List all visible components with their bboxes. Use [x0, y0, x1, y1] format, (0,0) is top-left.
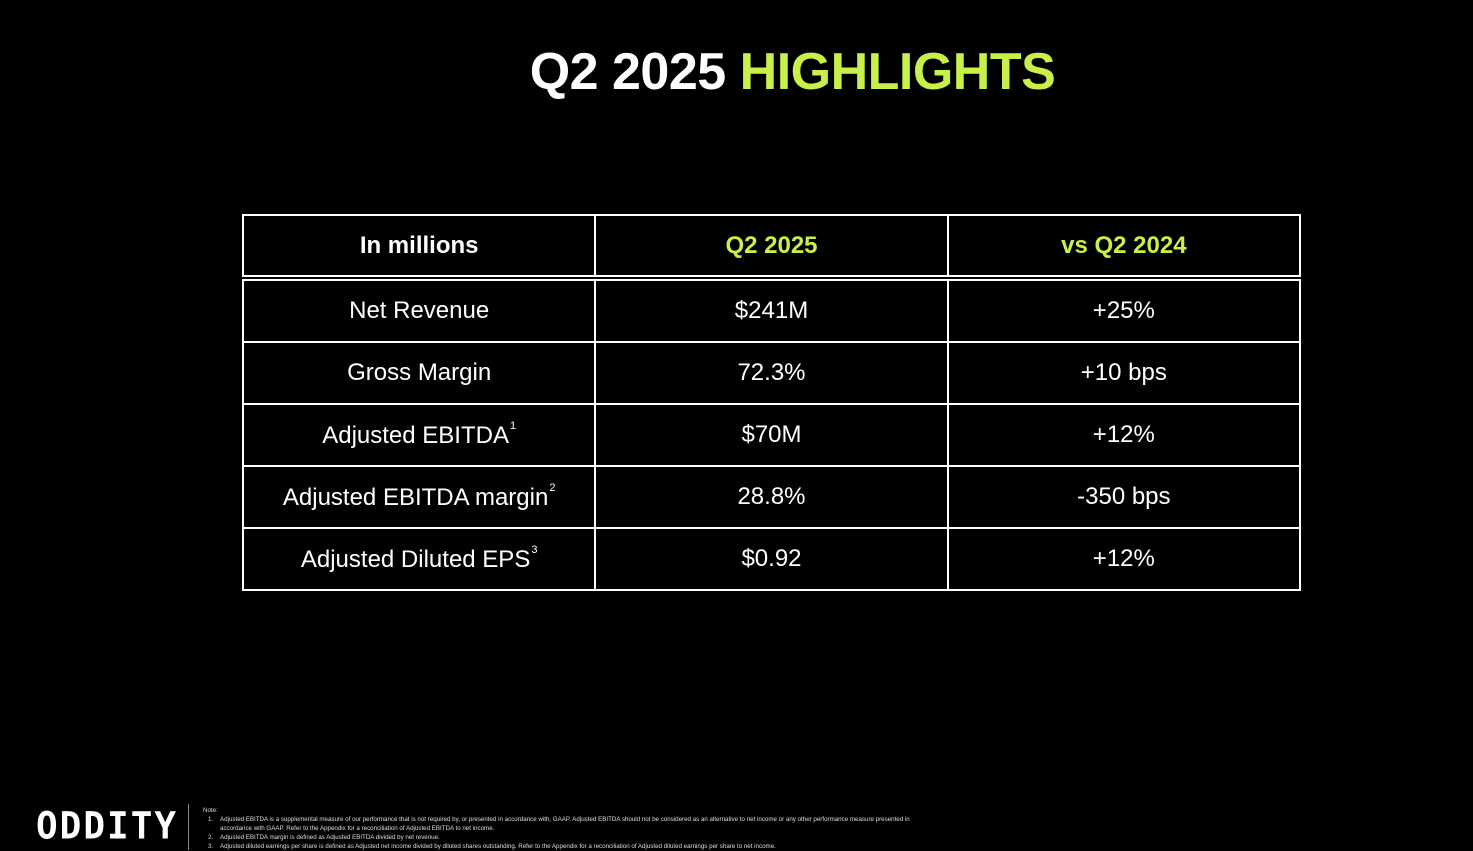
value-cell: $70M: [594, 403, 949, 467]
table-row: Adjusted EBITDA1 $70M +12%: [241, 403, 1302, 467]
table-row: Adjusted EBITDA margin2 28.8% -350 bps: [241, 465, 1302, 529]
footnote: 1. Adjusted EBITDA is a supplemental meas…: [203, 815, 933, 833]
footnote-marker: 3.: [208, 843, 214, 850]
change-cell: +12%: [946, 527, 1302, 591]
table-row: Net Revenue $241M +25%: [241, 277, 1302, 343]
footnote-marker: 2.: [208, 834, 214, 841]
footnote-text: Adjusted EBITDA margin is defined as Adj…: [220, 834, 440, 841]
footnotes: Note: 1. Adjusted EBITDA is a supplementa…: [203, 806, 933, 851]
row-label: Net Revenue: [349, 297, 490, 324]
footnote-marker: 1.: [208, 816, 214, 823]
row-label-cell: Net Revenue: [241, 277, 597, 343]
value-cell: 72.3%: [594, 341, 949, 405]
title-highlight: HIGHLIGHTS: [739, 43, 1056, 101]
highlights-table: In millions Q2 2025 vs Q2 2024 Net Revenue…: [241, 214, 1302, 591]
footnote-text: Adjusted diluted earnings per share is d…: [220, 843, 776, 850]
row-label-cell: Adjusted EBITDA margin2: [241, 465, 597, 529]
footnote-ref: 3: [531, 544, 538, 556]
row-label-cell: Adjusted Diluted EPS3: [241, 527, 597, 591]
value-cell: 28.8%: [594, 465, 949, 529]
change-cell: +12%: [946, 403, 1302, 467]
title-part: Q2 2025: [529, 43, 727, 101]
header-row: In millions Q2 2025 vs Q2 2024: [241, 214, 1302, 281]
row-label: Adjusted EBITDA margin: [282, 484, 549, 511]
footnote-text: Adjusted EBITDA is a supplemental measur…: [220, 816, 910, 832]
footnote-ref: 2: [549, 482, 556, 494]
row-label-cell: Adjusted EBITDA1: [241, 403, 597, 467]
footnote: 2. Adjusted EBITDA margin is defined as A…: [203, 833, 933, 842]
row-label: Gross Margin: [347, 359, 492, 386]
row-label: Adjusted Diluted EPS: [300, 546, 531, 573]
slide-title: Q2 2025 HIGHLIGHTS: [0, 42, 1473, 102]
column-header: In millions: [241, 214, 597, 281]
change-cell: +10 bps: [946, 341, 1302, 405]
change-cell: +25%: [946, 277, 1302, 343]
logo: ODDITY: [36, 804, 179, 849]
row-label-cell: Gross Margin: [241, 341, 597, 405]
value-cell: $241M: [594, 277, 949, 343]
change-cell: -350 bps: [946, 465, 1302, 529]
notes-heading: Note:: [203, 807, 218, 814]
divider: [188, 804, 189, 850]
value-cell: $0.92: [594, 527, 949, 591]
row-label: Adjusted EBITDA: [322, 422, 509, 449]
column-header: Q2 2025: [594, 214, 949, 281]
footnote: 3. Adjusted diluted earnings per share is…: [203, 842, 933, 851]
footnote-ref: 1: [509, 420, 517, 432]
column-header: vs Q2 2024: [946, 214, 1302, 281]
table-row: Gross Margin 72.3% +10 bps: [241, 341, 1302, 405]
table-row: Adjusted Diluted EPS3 $0.92 +12%: [241, 527, 1302, 591]
